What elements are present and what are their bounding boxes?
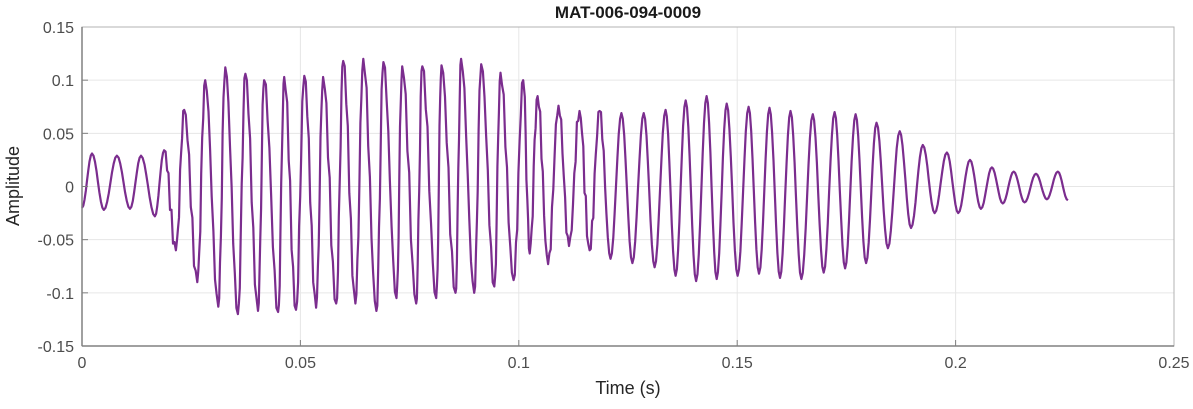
y-tick-label: -0.15 [38, 339, 75, 356]
x-tick-label: 0.2 [944, 355, 966, 372]
x-tick-label: 0.1 [508, 355, 530, 372]
axes [81, 26, 1175, 347]
y-tick-label: 0.1 [52, 73, 74, 90]
x-axis-label: Time (s) [595, 378, 660, 398]
y-tick-label: -0.05 [38, 233, 75, 250]
tick-labels: 0 0.05 0.1 0.15 0.2 0.25 -0.15 -0.1 -0.05 0 0.05 0.… [38, 20, 1190, 372]
series-line-signal [81, 57, 1069, 316]
line-layer [81, 57, 1069, 316]
x-tick-label: 0 [78, 355, 87, 372]
chart-title: MAT-006-094-0009 [555, 3, 701, 22]
y-axis-label: Amplitude [3, 146, 23, 226]
y-tick-label: -0.1 [46, 286, 74, 303]
y-tick-label: 0.15 [43, 20, 74, 37]
x-tick-label: 0.15 [722, 355, 753, 372]
y-tick-label: 0 [65, 180, 74, 197]
x-tick-label: 0.05 [285, 355, 316, 372]
y-tick-label: 0.05 [43, 126, 74, 143]
x-tick-label: 0.25 [1158, 355, 1189, 372]
